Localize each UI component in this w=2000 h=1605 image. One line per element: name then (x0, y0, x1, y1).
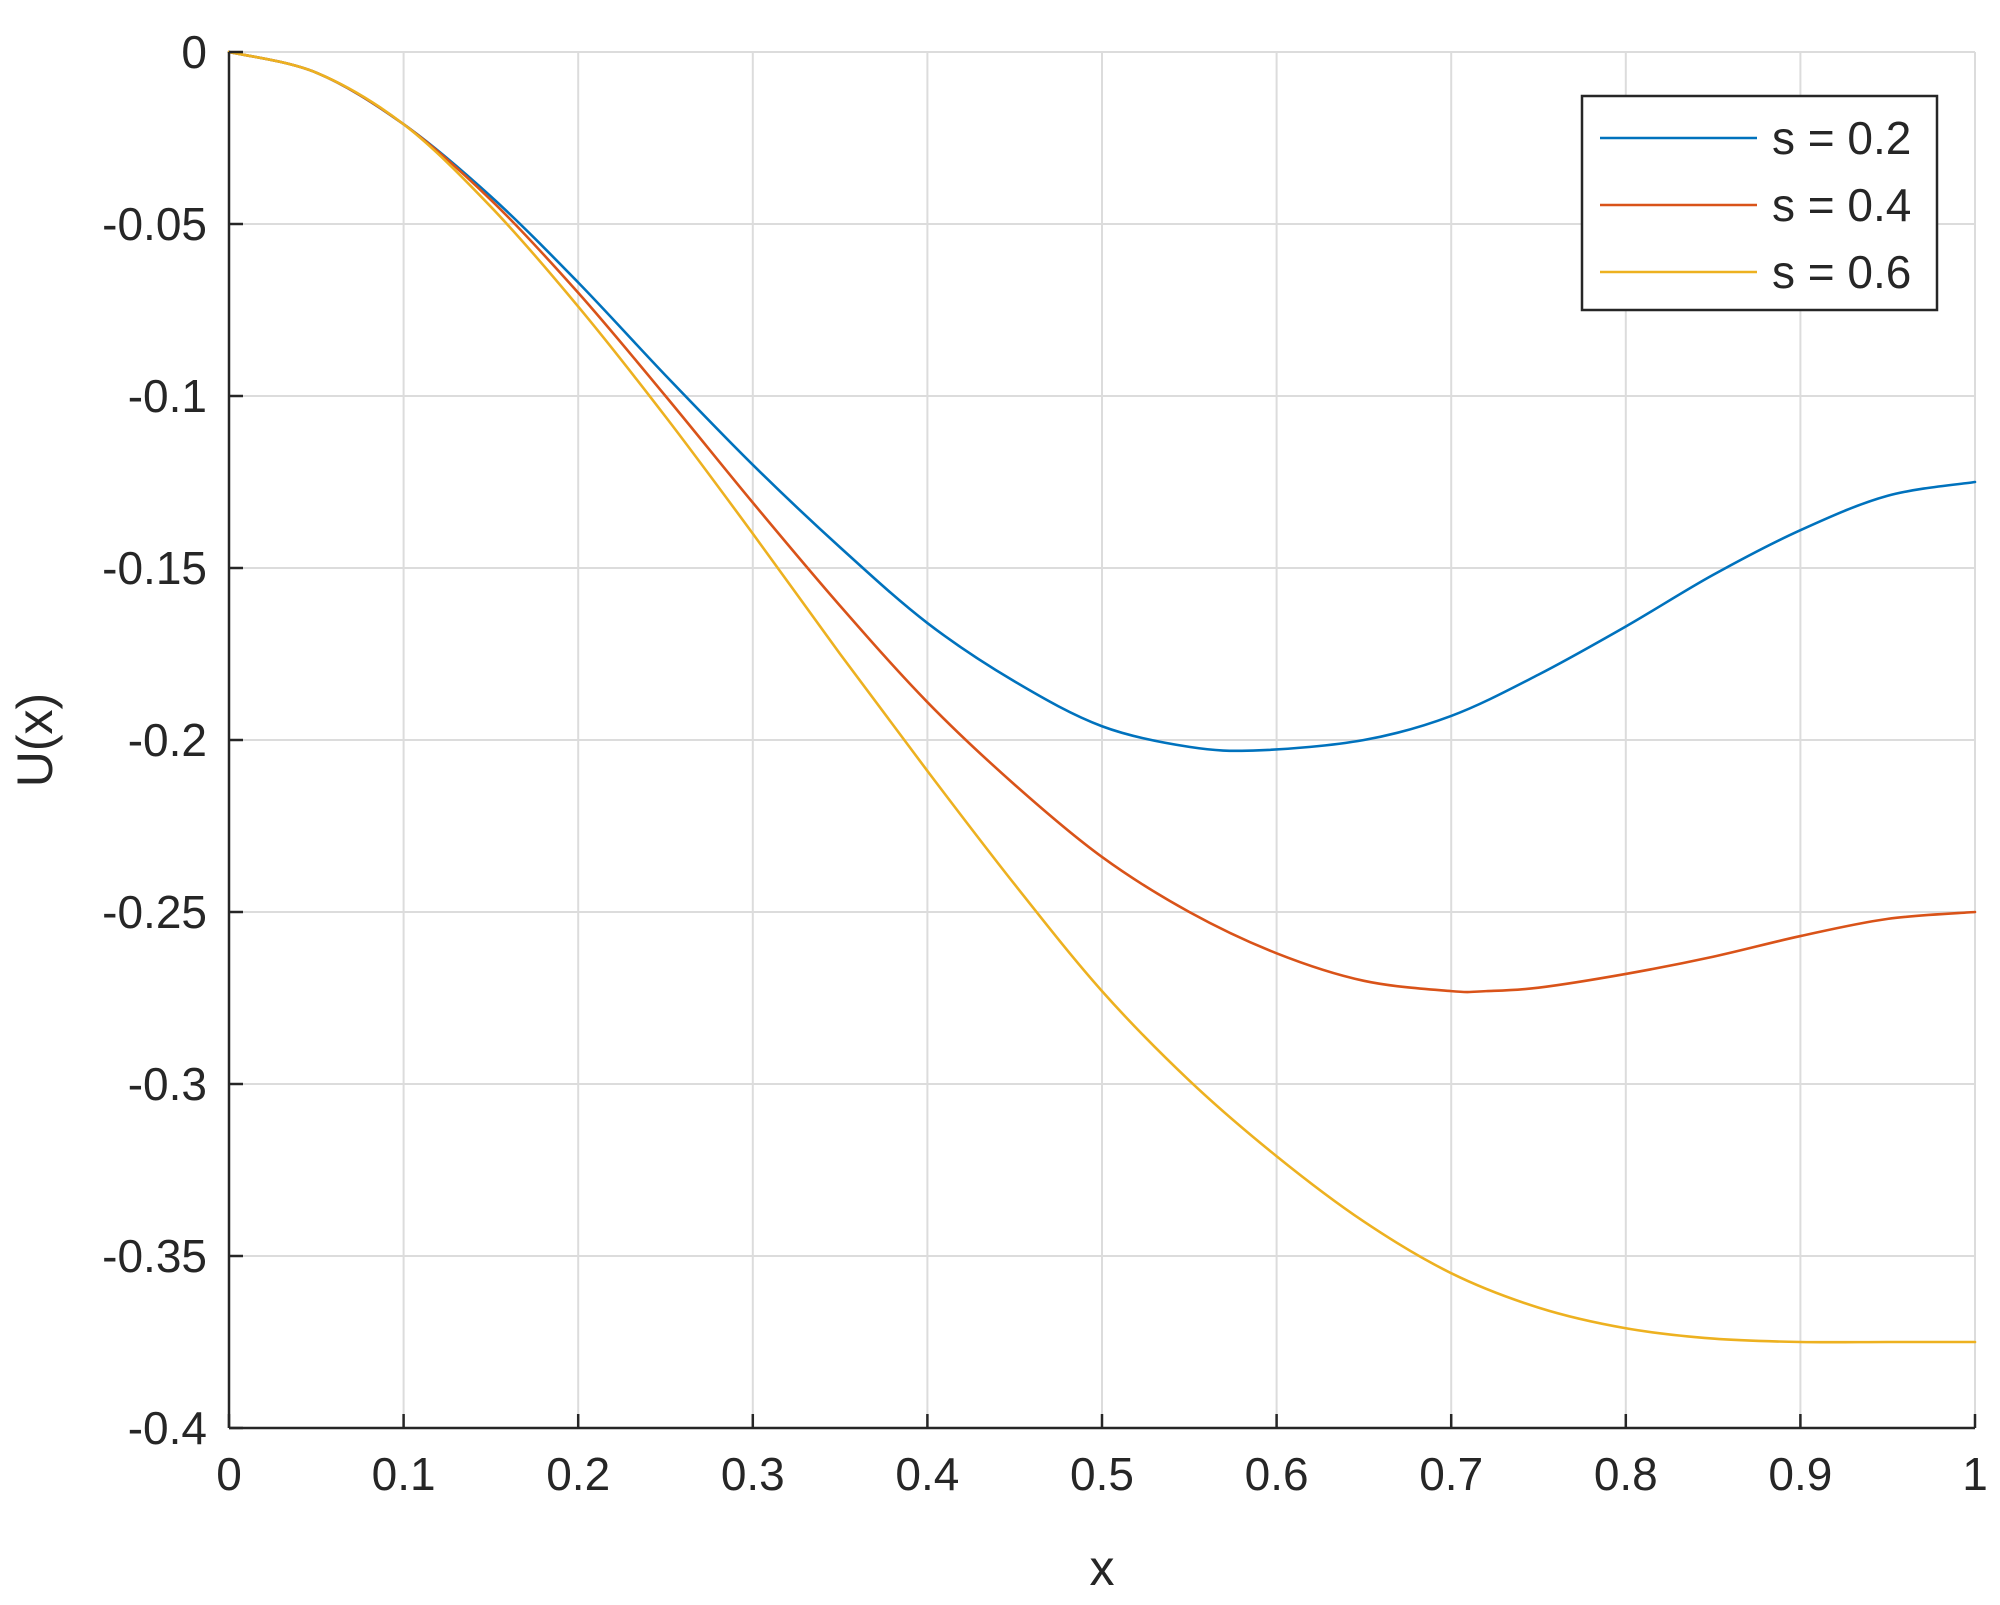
x-tick-label: 1 (1962, 1448, 1988, 1500)
x-tick-label: 0.8 (1594, 1448, 1658, 1500)
legend-label: s = 0.2 (1772, 112, 1911, 164)
y-tick-label: -0.15 (102, 542, 207, 594)
x-tick-label: 0 (216, 1448, 242, 1500)
x-tick-label: 0.5 (1070, 1448, 1134, 1500)
x-tick-label: 0.6 (1245, 1448, 1309, 1500)
y-tick-label: -0.1 (128, 370, 207, 422)
y-tick-label: -0.4 (128, 1402, 207, 1454)
series-line-1 (227, 50, 1977, 753)
x-tick-label: 0.2 (546, 1448, 610, 1500)
legend: s = 0.2 s = 0.4 s = 0.6 (1580, 94, 1939, 312)
series-lines (227, 50, 1977, 1344)
ticks: 0 0.1 0.2 0.3 0.4 0.5 0.6 0.7 0.8 0.9 1 0 -0.05 -0.1 -… (102, 26, 1988, 1500)
x-tick-label: 0.1 (372, 1448, 436, 1500)
x-tick-label: 0.7 (1419, 1448, 1483, 1500)
y-tick-label: -0.3 (128, 1058, 207, 1110)
x-tick-label: 0.3 (721, 1448, 785, 1500)
y-tick-label: -0.2 (128, 714, 207, 766)
y-tick-label: -0.05 (102, 198, 207, 250)
series-line-2 (227, 50, 1977, 994)
y-tick-label: -0.35 (102, 1230, 207, 1282)
series-line-3 (227, 50, 1977, 1344)
x-axis-label: x (1090, 1540, 1115, 1596)
legend-label: s = 0.4 (1772, 179, 1911, 231)
y-tick-label: 0 (181, 26, 207, 78)
legend-label: s = 0.6 (1772, 246, 1911, 298)
x-tick-label: 0.9 (1768, 1448, 1832, 1500)
y-axis-label: U(x) (7, 693, 63, 787)
x-tick-label: 0.4 (895, 1448, 959, 1500)
legend-box (1580, 94, 1939, 312)
y-tick-label: -0.25 (102, 886, 207, 938)
